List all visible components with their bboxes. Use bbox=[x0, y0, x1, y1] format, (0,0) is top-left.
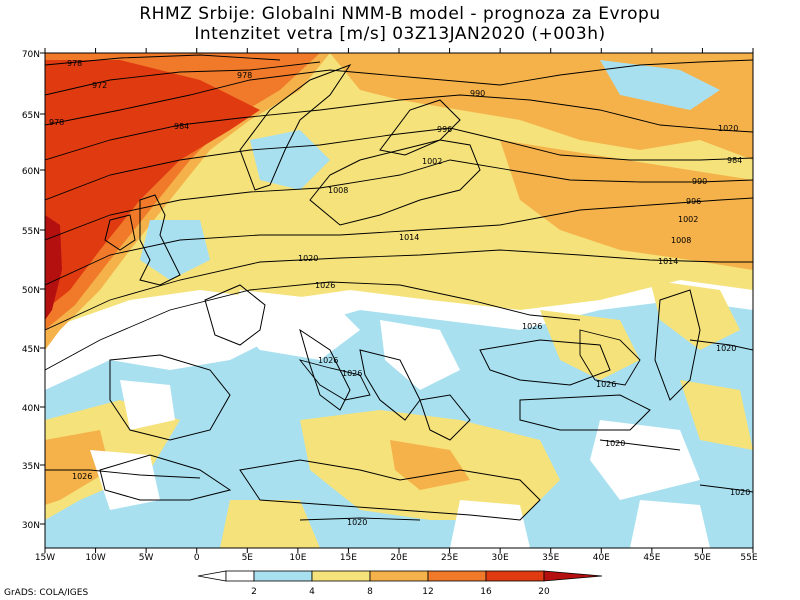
isobar-label: 996 bbox=[437, 125, 452, 134]
lon-label: 50E bbox=[694, 553, 711, 563]
colorbar-bin bbox=[369, 570, 429, 582]
lat-label: 40N bbox=[22, 404, 40, 414]
colorbar-tick: 20 bbox=[538, 587, 550, 597]
lat-label: 50N bbox=[22, 286, 40, 296]
lon-label: 5W bbox=[139, 553, 154, 563]
isobar-label: 990 bbox=[470, 89, 485, 98]
isobars bbox=[45, 54, 753, 521]
isobar-label: 990 bbox=[692, 177, 707, 186]
colorbar: 2 4 8 12 16 20 bbox=[197, 570, 603, 597]
lon-label: 25E bbox=[441, 553, 458, 563]
lon-axis: 15W 10W 5W 0 5E 10E 15E 20E 25E 30E 35E … bbox=[35, 553, 758, 563]
isobar-label: 1020 bbox=[605, 439, 625, 448]
isobar-label: 1026 bbox=[342, 369, 362, 378]
colorbar-bin bbox=[427, 570, 487, 582]
map-title: RHMZ Srbije: Globalni NMM-B model - prog… bbox=[139, 4, 661, 24]
isobar-label: 1026 bbox=[315, 281, 335, 290]
colorbar-bin bbox=[253, 570, 313, 582]
isobar-label: 1020 bbox=[718, 124, 738, 133]
isobar-labels: 978 972 978 978 984 990 996 1002 1008 10… bbox=[49, 59, 750, 527]
colorbar-arrow-left bbox=[197, 570, 227, 582]
isobar-label: 1020 bbox=[730, 488, 750, 497]
lat-label: 55N bbox=[22, 227, 40, 237]
colorbar-tick: 8 bbox=[367, 587, 373, 597]
isobar-label: 1020 bbox=[347, 518, 367, 527]
isobar-label: 1026 bbox=[318, 356, 338, 365]
colorbar-tick: 12 bbox=[422, 587, 433, 597]
lat-label: 65N bbox=[22, 111, 40, 121]
lat-label: 35N bbox=[22, 462, 40, 472]
isobar-label: 1008 bbox=[328, 186, 348, 195]
isobar-label: 1014 bbox=[399, 233, 419, 242]
colorbar-arrow-right bbox=[543, 570, 603, 582]
isobar-label: 972 bbox=[92, 81, 107, 90]
isobar-label: 978 bbox=[49, 118, 64, 127]
axis-ticks bbox=[40, 48, 754, 553]
lon-label: 55E bbox=[740, 553, 757, 563]
grads-credit: GrADS: COLA/IGES bbox=[4, 588, 89, 598]
colorbar-tick: 2 bbox=[251, 587, 257, 597]
lat-axis: 70N 65N 60N 55N 50N 45N 40N 35N 30N bbox=[22, 50, 40, 531]
isobar-label: 1014 bbox=[658, 257, 678, 266]
colorbar-bin bbox=[485, 570, 545, 582]
lon-label: 10W bbox=[85, 553, 105, 563]
lon-label: 45E bbox=[643, 553, 660, 563]
lon-label: 15E bbox=[340, 553, 357, 563]
isobar-label: 1008 bbox=[671, 236, 691, 245]
lon-label: 40E bbox=[593, 553, 610, 563]
colorbar-bin bbox=[225, 570, 255, 582]
map-subtitle: Intenzitet vetra [m/s] 03Z13JAN2020 (+00… bbox=[194, 24, 606, 44]
isobar-label: 1002 bbox=[678, 215, 698, 224]
lat-label: 60N bbox=[22, 167, 40, 177]
colorbar-bin bbox=[311, 570, 371, 582]
isobar-label: 978 bbox=[237, 71, 252, 80]
lon-label: 20E bbox=[390, 553, 407, 563]
lon-label: 35E bbox=[542, 553, 559, 563]
isobar-label: 1020 bbox=[716, 344, 736, 353]
lon-label: 0 bbox=[194, 553, 200, 563]
isobar-label: 978 bbox=[67, 59, 82, 68]
lon-label: 30E bbox=[492, 553, 509, 563]
lat-label: 70N bbox=[22, 50, 40, 60]
isobar-label: 996 bbox=[686, 197, 701, 206]
isobar-label: 984 bbox=[727, 156, 742, 165]
coastlines bbox=[99, 63, 701, 521]
isobar-label: 1026 bbox=[72, 472, 92, 481]
isobar-label: 1020 bbox=[298, 254, 318, 263]
lon-label: 15W bbox=[35, 553, 55, 563]
lon-label: 10E bbox=[289, 553, 306, 563]
lon-label: 5E bbox=[242, 553, 254, 563]
colorbar-tick: 16 bbox=[480, 587, 492, 597]
isobar-label: 984 bbox=[174, 122, 189, 131]
isobar-label: 1026 bbox=[522, 322, 542, 331]
isobar-label: 1026 bbox=[596, 380, 616, 389]
lat-label: 30N bbox=[22, 521, 40, 531]
isobar-label: 1002 bbox=[422, 157, 442, 166]
lat-label: 45N bbox=[22, 345, 40, 355]
colorbar-tick: 4 bbox=[309, 587, 315, 597]
